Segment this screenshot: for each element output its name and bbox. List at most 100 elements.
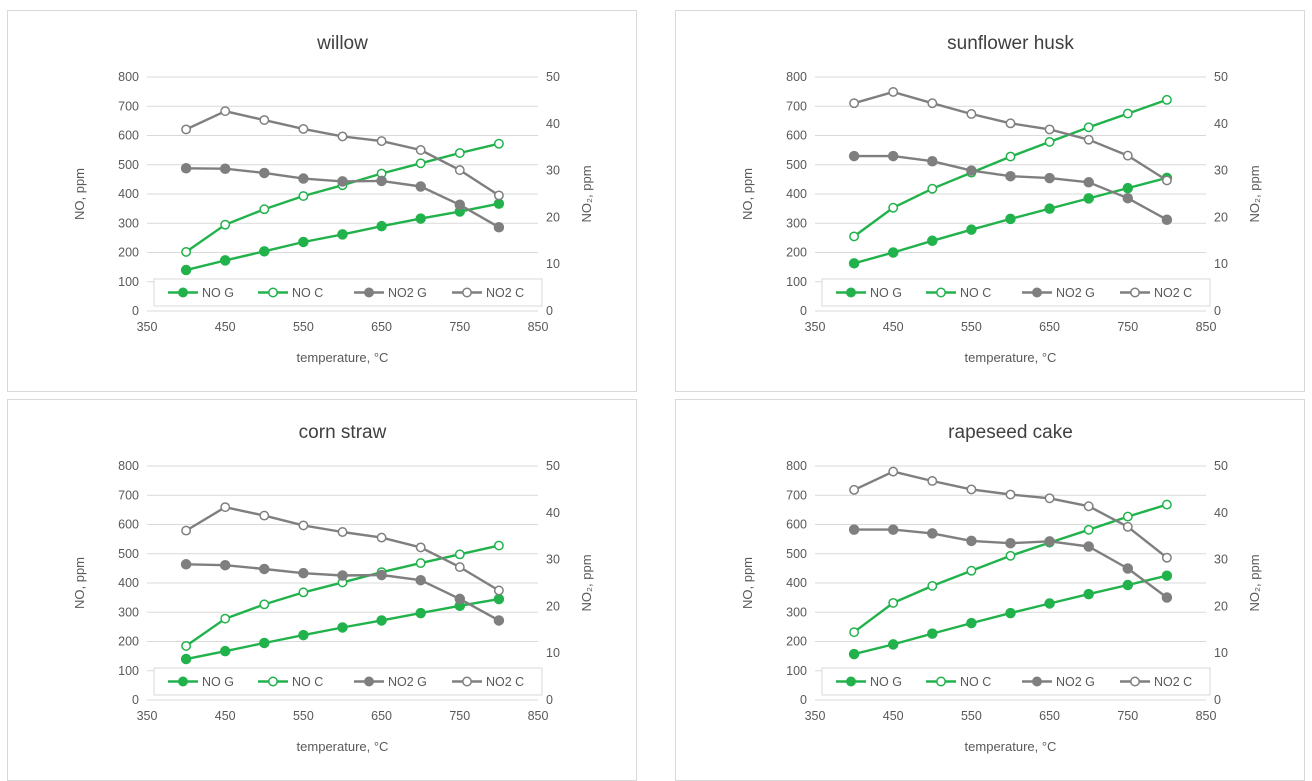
chart-svg: corn straw 0 100 200 300 400 500 600 700 800 0 10 20…	[72, 422, 594, 754]
data-point	[888, 466, 899, 477]
chart-svg: sunflower husk 0 100 200 300 400 500 600 700 800 0…	[740, 33, 1262, 365]
y-axis-label: NO, ppm	[72, 557, 87, 609]
y2-tick-label: 20	[1214, 599, 1228, 613]
data-point	[927, 183, 938, 194]
data-point	[927, 98, 938, 109]
legend-label: NO C	[292, 286, 323, 300]
y2-axis-label: NO₂, ppm	[579, 165, 594, 222]
legend-label: NO C	[960, 675, 991, 689]
data-point	[220, 613, 231, 624]
y-axis-label: NO, ppm	[72, 168, 87, 220]
x-tick-label: 650	[1039, 320, 1060, 334]
y-tick-label: 300	[118, 605, 139, 619]
data-point	[298, 123, 309, 134]
legend-label: NO C	[960, 286, 991, 300]
x-tick-label: 750	[1117, 709, 1138, 723]
y-tick-label: 200	[786, 246, 807, 260]
x-tick-label: 450	[883, 320, 904, 334]
data-point	[298, 173, 309, 184]
data-point	[415, 574, 426, 586]
data-point	[415, 607, 426, 619]
y-axis-label: NO, ppm	[740, 557, 755, 609]
data-point	[1122, 192, 1134, 204]
data-point	[966, 565, 977, 576]
legend-marker	[268, 287, 278, 298]
y-tick-label: 200	[118, 635, 139, 649]
data-point	[1122, 579, 1134, 591]
chart-title: corn straw	[299, 422, 387, 443]
data-point	[376, 136, 387, 147]
data-point	[966, 109, 977, 119]
data-point	[259, 510, 270, 521]
data-point	[181, 124, 192, 135]
y-tick-label: 700	[118, 488, 139, 502]
data-point	[493, 198, 505, 209]
data-point	[493, 593, 505, 605]
data-point	[337, 622, 348, 633]
y2-tick-label: 30	[546, 553, 560, 567]
chart-svg: willow 0 100 200 300 400 500 600 700 800 0 10 20 30 40…	[72, 33, 594, 365]
data-point	[454, 165, 465, 176]
data-point	[966, 484, 977, 495]
data-point	[1005, 170, 1016, 182]
data-point	[376, 615, 387, 626]
data-point	[1122, 150, 1133, 161]
data-point	[259, 563, 270, 575]
y2-tick-label: 10	[546, 646, 560, 660]
legend-marker	[268, 676, 278, 687]
y2-tick-label: 50	[1214, 459, 1228, 473]
data-point	[848, 258, 860, 269]
legend-label: NO G	[202, 675, 234, 689]
data-point	[415, 145, 426, 155]
x-axis-label: temperature, °C	[965, 350, 1057, 365]
series-line-no2-g	[854, 154, 1168, 221]
data-point	[1005, 550, 1016, 561]
y2-tick-label: 40	[546, 506, 560, 520]
data-point	[1044, 124, 1055, 135]
data-point	[887, 247, 899, 258]
data-point	[849, 98, 860, 109]
legend-marker	[846, 287, 856, 298]
y-tick-label: 800	[118, 459, 139, 473]
data-point	[1122, 511, 1133, 522]
data-point	[220, 502, 231, 513]
legend-marker	[936, 676, 946, 687]
data-point	[337, 570, 348, 581]
data-point	[966, 535, 977, 547]
y-tick-label: 400	[786, 576, 807, 590]
data-point	[493, 221, 505, 233]
y-tick-label: 0	[132, 693, 139, 707]
x-axis-label: temperature, °C	[965, 739, 1057, 754]
data-point	[493, 540, 504, 551]
data-point	[927, 155, 938, 167]
data-point	[298, 236, 309, 248]
legend-marker	[462, 676, 472, 687]
y-tick-label: 500	[786, 158, 807, 172]
y-tick-label: 200	[786, 635, 807, 649]
y-tick-label: 100	[118, 664, 139, 678]
data-point	[888, 597, 899, 608]
chart-svg: rapeseed cake 0 100 200 300 400 500 600 700 800 0 1…	[740, 422, 1262, 754]
data-point	[1083, 541, 1094, 552]
x-tick-label: 850	[1196, 320, 1217, 334]
legend-label: NO G	[870, 675, 902, 689]
data-point	[376, 175, 387, 187]
data-point	[180, 163, 192, 174]
data-point	[454, 199, 466, 211]
data-point	[1161, 175, 1172, 186]
y2-tick-label: 40	[546, 117, 560, 131]
data-point	[1122, 521, 1133, 532]
y2-tick-label: 30	[546, 164, 560, 178]
legend-label: NO G	[870, 286, 902, 300]
legend-label: NO2 G	[1056, 286, 1095, 300]
data-point	[454, 148, 465, 159]
data-point	[1083, 524, 1094, 535]
y-tick-label: 300	[786, 216, 807, 230]
legend-marker	[364, 676, 374, 687]
y2-tick-label: 20	[546, 599, 560, 613]
data-point	[219, 645, 231, 657]
chart-panel-willow: willow 0 100 200 300 400 500 600 700 800 0 10 20 30 40…	[7, 10, 637, 392]
legend-marker	[462, 287, 472, 298]
y2-tick-label: 30	[1214, 553, 1228, 567]
y-tick-label: 600	[118, 129, 139, 143]
